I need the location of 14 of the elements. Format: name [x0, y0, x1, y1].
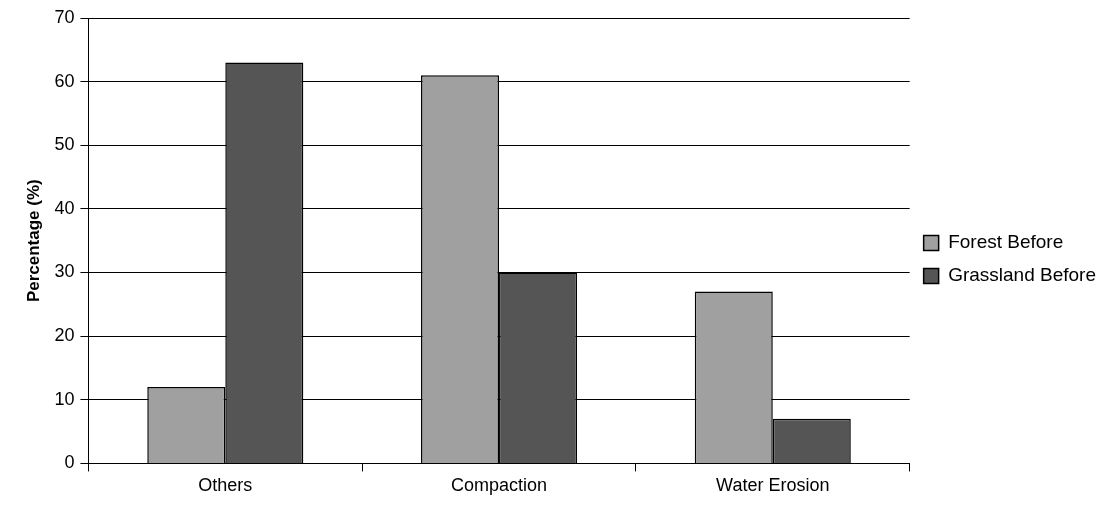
y-tick-label: 10: [54, 388, 75, 409]
legend-label: Forest Before: [948, 231, 1064, 253]
y-tick-label: 0: [64, 452, 75, 473]
y-tick-label: 30: [54, 261, 75, 282]
y-tick-label: 50: [54, 134, 75, 155]
y-axis-title: Percentage (%): [23, 179, 43, 303]
x-tick-label: Water Erosion: [716, 475, 830, 496]
y-tick-label: 20: [54, 325, 75, 346]
x-tick-label: Compaction: [451, 475, 548, 496]
y-tick-label: 70: [54, 6, 75, 27]
y-tick-label: 40: [54, 197, 75, 218]
y-tick-label: 60: [54, 70, 75, 91]
x-tick-label: Others: [198, 475, 253, 496]
legend-label: Grassland Before: [948, 264, 1097, 286]
